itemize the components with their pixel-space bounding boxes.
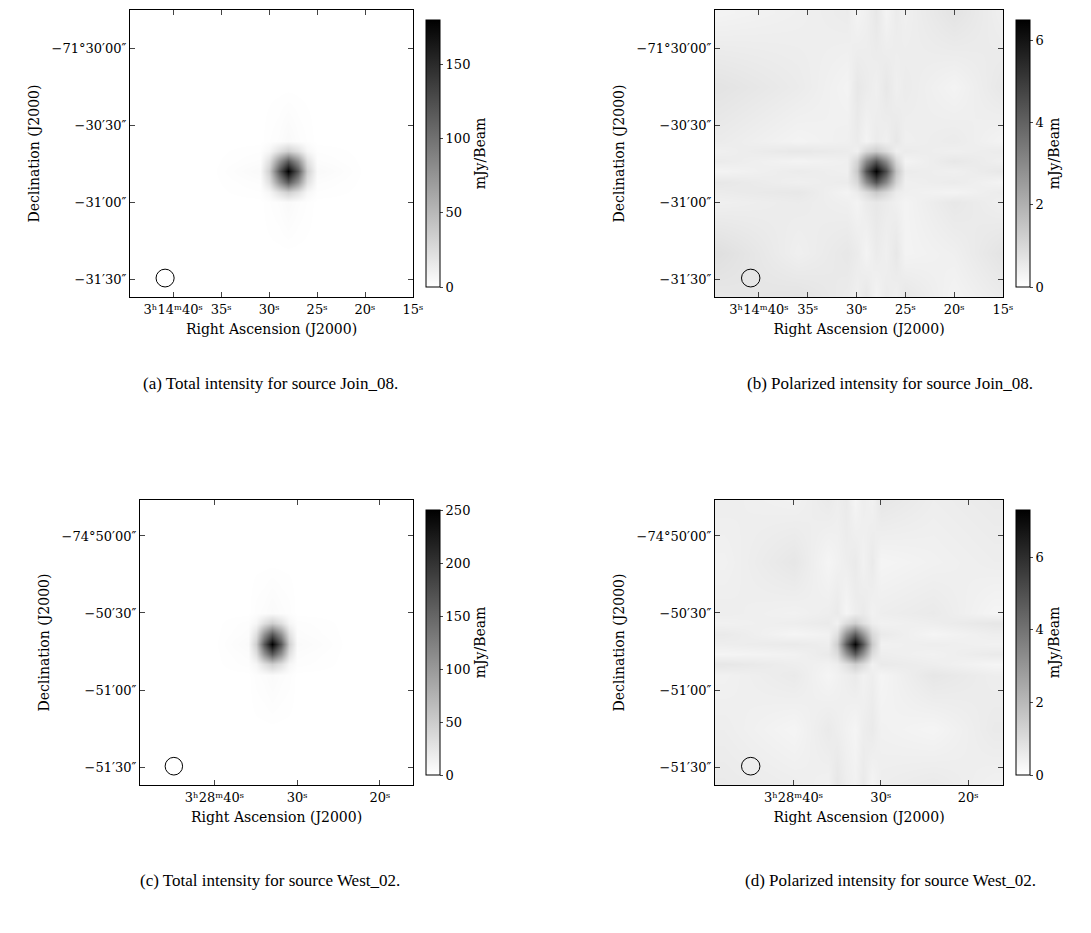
- svg-text:0: 0: [446, 768, 454, 783]
- svg-text:Right Ascension (J2000): Right Ascension (J2000): [186, 321, 357, 337]
- svg-text:0: 0: [1036, 768, 1044, 783]
- svg-text:Right Ascension (J2000): Right Ascension (J2000): [773, 809, 944, 825]
- svg-text:−51′30″: −51′30″: [660, 760, 712, 775]
- svg-text:−51′00″: −51′00″: [85, 683, 137, 698]
- svg-text:−71°30′00″: −71°30′00″: [637, 41, 712, 56]
- svg-text:mJy/Beam: mJy/Beam: [1046, 607, 1062, 679]
- svg-text:150: 150: [446, 57, 471, 72]
- svg-text:250: 250: [446, 503, 471, 518]
- svg-text:35ˢ: 35ˢ: [211, 302, 232, 317]
- svg-text:20ˢ: 20ˢ: [944, 302, 965, 317]
- svg-text:Declination (J2000): Declination (J2000): [611, 85, 627, 223]
- svg-text:(c) Total intensity for source: (c) Total intensity for source West_02.: [140, 871, 400, 890]
- svg-text:20ˢ: 20ˢ: [958, 790, 979, 805]
- svg-text:Declination (J2000): Declination (J2000): [611, 574, 627, 712]
- svg-text:4: 4: [1036, 622, 1044, 637]
- svg-text:3ʰ28ᵐ40ˢ: 3ʰ28ᵐ40ˢ: [185, 790, 244, 805]
- svg-text:25ˢ: 25ˢ: [895, 302, 916, 317]
- svg-text:−50′30″: −50′30″: [660, 606, 712, 621]
- svg-text:200: 200: [446, 556, 471, 571]
- svg-text:2: 2: [1036, 197, 1044, 212]
- svg-text:6: 6: [1036, 550, 1044, 565]
- svg-text:0: 0: [446, 280, 454, 295]
- svg-text:25ˢ: 25ˢ: [307, 302, 328, 317]
- svg-text:Declination (J2000): Declination (J2000): [36, 574, 52, 712]
- svg-text:3ʰ14ᵐ40ˢ: 3ʰ14ᵐ40ˢ: [729, 302, 788, 317]
- svg-text:3ʰ28ᵐ40ˢ: 3ʰ28ᵐ40ˢ: [764, 790, 823, 805]
- svg-text:Declination (J2000): Declination (J2000): [26, 85, 42, 223]
- svg-text:Right Ascension (J2000): Right Ascension (J2000): [773, 321, 944, 337]
- svg-text:2: 2: [1036, 695, 1044, 710]
- svg-text:100: 100: [446, 662, 471, 677]
- svg-text:6: 6: [1036, 33, 1044, 48]
- svg-text:35ˢ: 35ˢ: [797, 302, 818, 317]
- svg-text:30ˢ: 30ˢ: [846, 302, 867, 317]
- svg-text:−31′30″: −31′30″: [75, 272, 127, 287]
- svg-text:30ˢ: 30ˢ: [287, 790, 308, 805]
- svg-text:50: 50: [446, 715, 463, 730]
- svg-text:20ˢ: 20ˢ: [369, 790, 390, 805]
- svg-text:150: 150: [446, 609, 471, 624]
- svg-text:−51′30″: −51′30″: [85, 760, 137, 775]
- svg-text:(d) Polarized intensity for so: (d) Polarized intensity for source West_…: [745, 871, 1036, 890]
- svg-text:(a) Total intensity for source: (a) Total intensity for source Join_08.: [143, 374, 398, 393]
- svg-text:30ˢ: 30ˢ: [870, 790, 891, 805]
- svg-text:(b) Polarized intensity for so: (b) Polarized intensity for source Join_…: [747, 374, 1033, 393]
- svg-text:15ˢ: 15ˢ: [403, 302, 424, 317]
- svg-text:−50′30″: −50′30″: [85, 606, 137, 621]
- svg-text:15ˢ: 15ˢ: [993, 302, 1014, 317]
- svg-text:mJy/Beam: mJy/Beam: [472, 118, 488, 190]
- svg-text:100: 100: [446, 131, 471, 146]
- svg-text:3ʰ14ᵐ40ˢ: 3ʰ14ᵐ40ˢ: [143, 302, 202, 317]
- svg-text:mJy/Beam: mJy/Beam: [1046, 118, 1062, 190]
- svg-text:−30′30″: −30′30″: [660, 118, 712, 133]
- svg-text:−51′00″: −51′00″: [660, 683, 712, 698]
- svg-text:−30′30″: −30′30″: [75, 118, 127, 133]
- svg-text:Right Ascension (J2000): Right Ascension (J2000): [191, 809, 362, 825]
- svg-text:−71°30′00″: −71°30′00″: [52, 41, 127, 56]
- svg-text:0: 0: [1036, 280, 1044, 295]
- svg-text:mJy/Beam: mJy/Beam: [472, 607, 488, 679]
- svg-text:−31′30″: −31′30″: [660, 272, 712, 287]
- svg-text:−31′00″: −31′00″: [660, 195, 712, 210]
- svg-text:20ˢ: 20ˢ: [355, 302, 376, 317]
- svg-text:−31′00″: −31′00″: [75, 195, 127, 210]
- svg-text:30ˢ: 30ˢ: [259, 302, 280, 317]
- svg-text:−74°50′00″: −74°50′00″: [62, 529, 137, 544]
- svg-text:50: 50: [446, 205, 463, 220]
- svg-text:−74°50′00″: −74°50′00″: [637, 529, 712, 544]
- svg-text:4: 4: [1036, 115, 1044, 130]
